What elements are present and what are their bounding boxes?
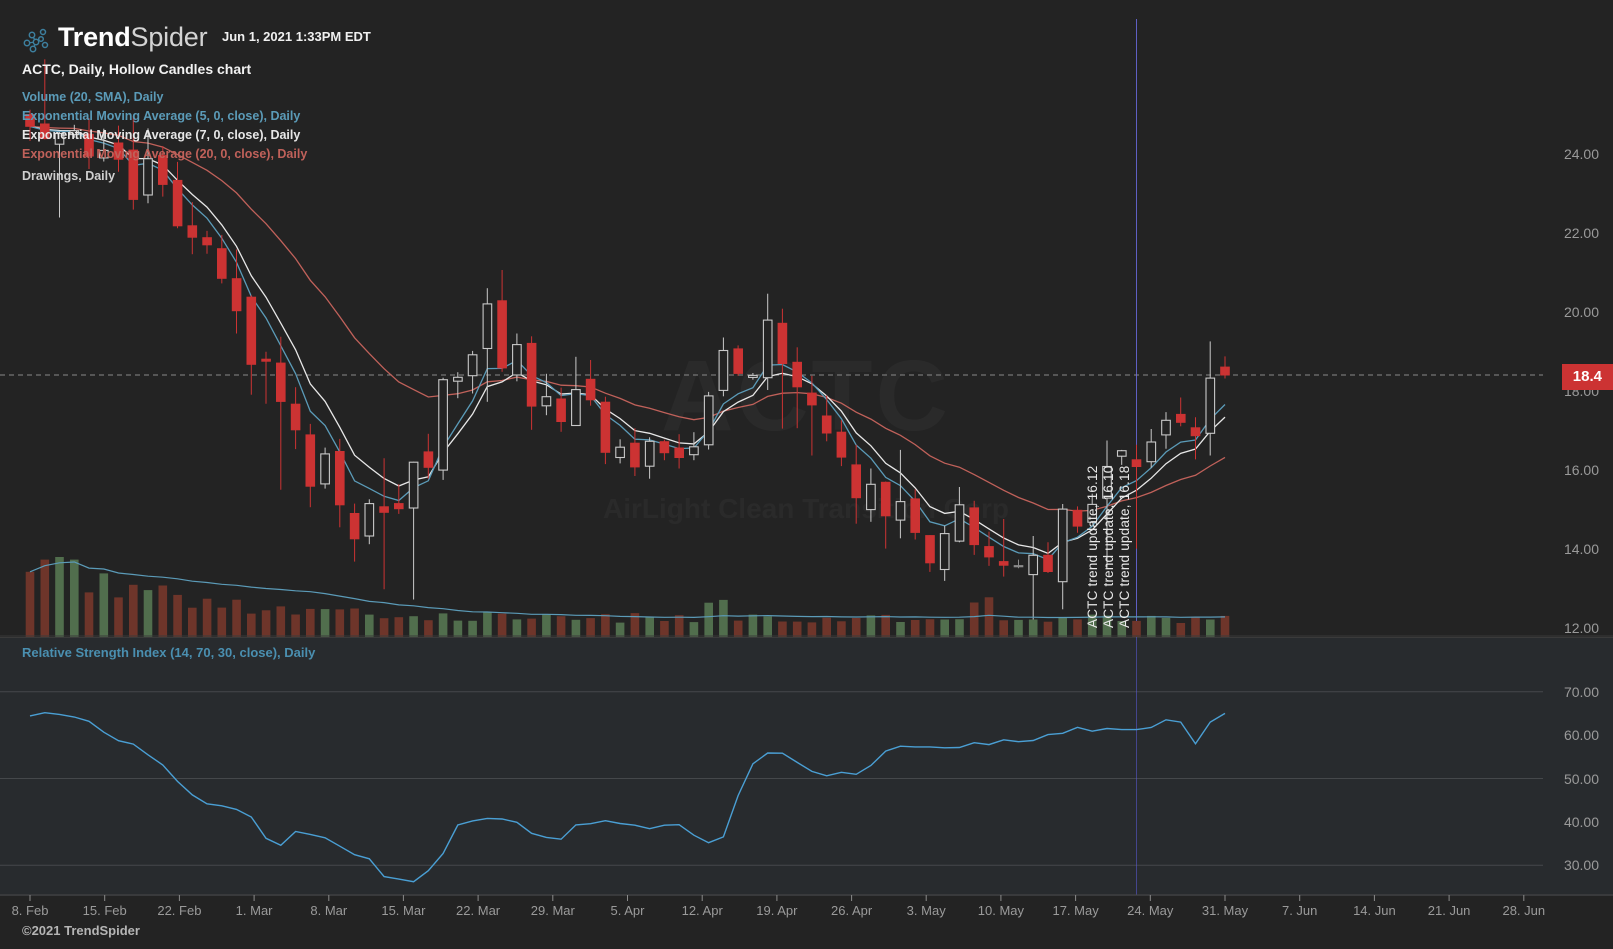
svg-text:AirLight Clean Transition Corp: AirLight Clean Transition Corp <box>603 493 1009 524</box>
